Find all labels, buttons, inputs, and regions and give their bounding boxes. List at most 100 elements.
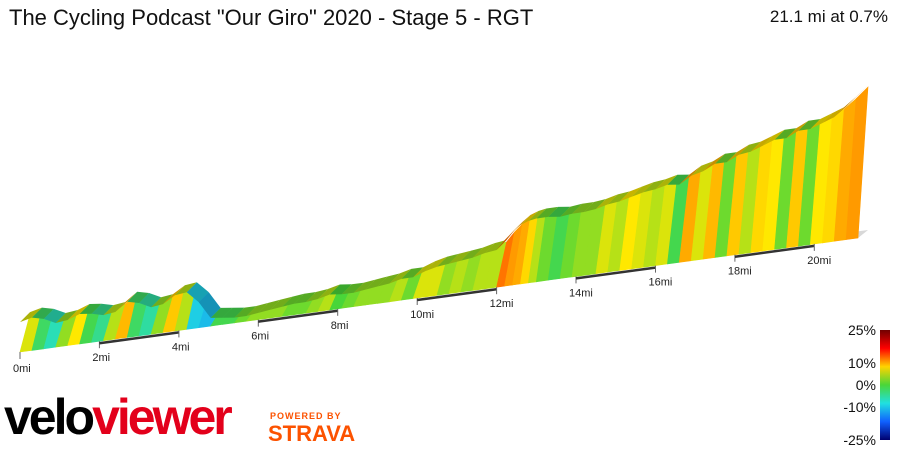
profile-top-surface [834,96,857,118]
profile-top-surface [317,284,340,299]
x-tick-label: 12mi [490,298,514,310]
veloviewer-logo: veloviewer [4,389,233,445]
x-tick-label: 10mi [410,309,434,321]
profile-top-surface [472,243,495,258]
profile-top-surface [425,256,447,272]
profile-top-surface [210,307,233,318]
legend-label: 25% [848,322,876,338]
profile-top-surface [786,120,809,139]
profile-top-surface [846,85,868,107]
profile-top-surface [437,253,459,267]
profile-top-surface [703,153,725,172]
profile-top-surface [198,292,221,318]
logo-viewer: viewer [92,389,233,445]
profile-top-surface [762,129,785,146]
profile-top-surface [413,261,436,278]
profile-top-surface [294,292,316,304]
profile-top-surface [536,206,559,219]
profile-top-surface [79,303,102,314]
profile-top-surface [798,119,821,131]
profile-top-surface [270,296,293,310]
profile-top-surface [174,282,197,296]
profile-top-surface [55,310,78,323]
profile-top-surface [520,211,539,225]
profile-top-surface [258,299,281,313]
x-tick-label: 20mi [807,255,831,267]
profile-top-surface [643,179,666,193]
x-axis-band [575,266,656,280]
legend-label: -25% [843,432,876,448]
profile-top-surface [103,302,126,316]
profile-top-surface [548,206,571,217]
profile-top-surface [691,161,714,176]
profile-top-surface [512,215,531,232]
legend-label: 10% [848,355,876,371]
profile-top-surface [306,289,328,302]
x-axis-band [258,309,338,323]
x-tick-label: 18mi [728,266,752,278]
gradient-legend: 25% 10% 0% -10% -25% [843,322,890,448]
route-summary: 21.1 mi at 0.7% [769,7,888,26]
profile-top-surface [151,294,173,308]
profile-top-surface [560,203,582,217]
page-title: The Cycling Podcast "Our Giro" 2020 - St… [9,5,534,30]
profile-layer [19,85,869,353]
profile-top-surface [234,306,257,318]
profile-top-surface [595,194,618,209]
distance-axis: 0mi 2mi 4mi 6mi 8mi 10mi 12mi 14mi 16mi 18mi 20mi [13,243,831,375]
profile-top-surface [31,307,54,319]
profile-top-surface [607,191,630,205]
profile-top-surface [496,230,515,250]
profile-top-surface [401,267,424,279]
x-tick-label: 8mi [331,320,349,332]
profile-top-surface [810,113,833,129]
profile-top-surface [163,285,185,305]
profile-top-surface [484,240,507,254]
profile-top-surface [186,282,209,303]
profile-top-surface [222,307,245,318]
profile-top-surface [655,174,678,190]
profile-top-surface [365,276,388,290]
profile-top-surface [139,293,162,308]
profile-top-surface [715,152,737,164]
profile-top-surface [377,273,400,287]
profile-top-surface [246,302,269,316]
profile-top-surface [750,135,773,152]
profile-top-surface [389,268,412,284]
x-axis-band [417,287,497,302]
profile-top-surface [774,128,797,140]
profile-top-surface [67,304,90,320]
profile-top-surface [448,250,471,264]
legend-label: 0% [856,377,876,393]
profile-top-surface [460,247,483,261]
profile-top-surface [20,307,42,323]
profile-top-surface [341,282,364,295]
profile-top-surface [667,174,690,185]
x-axis-band [99,331,180,345]
profile-top-surface [43,308,66,323]
legend-label: -10% [843,399,876,415]
profile-top-surface [584,199,606,212]
profile-top-surface [738,141,761,155]
gradient-legend-bar [880,330,890,440]
strava-logo: STRAVA [268,421,356,446]
x-tick-label: 2mi [92,352,110,364]
x-axis-band [734,244,815,258]
profile-top-surface [91,303,114,316]
profile-top-surface [822,107,845,124]
logo-velo: velo [4,389,95,445]
profile-top-surface [619,186,642,202]
profile-top-surface [726,144,749,163]
profile-top-surface [679,165,702,185]
profile-top-surface [572,202,594,214]
profile-top-surface [631,182,654,197]
profile-segment [845,86,869,240]
profile-top-surface [329,284,352,295]
powered-by-label: POWERED BY [270,411,342,421]
profile-top-surface [353,279,376,293]
x-tick-label: 4mi [172,341,190,353]
profile-top-surface [115,291,138,312]
x-tick-label: 16mi [649,277,673,289]
profile-top-surface [528,208,547,221]
